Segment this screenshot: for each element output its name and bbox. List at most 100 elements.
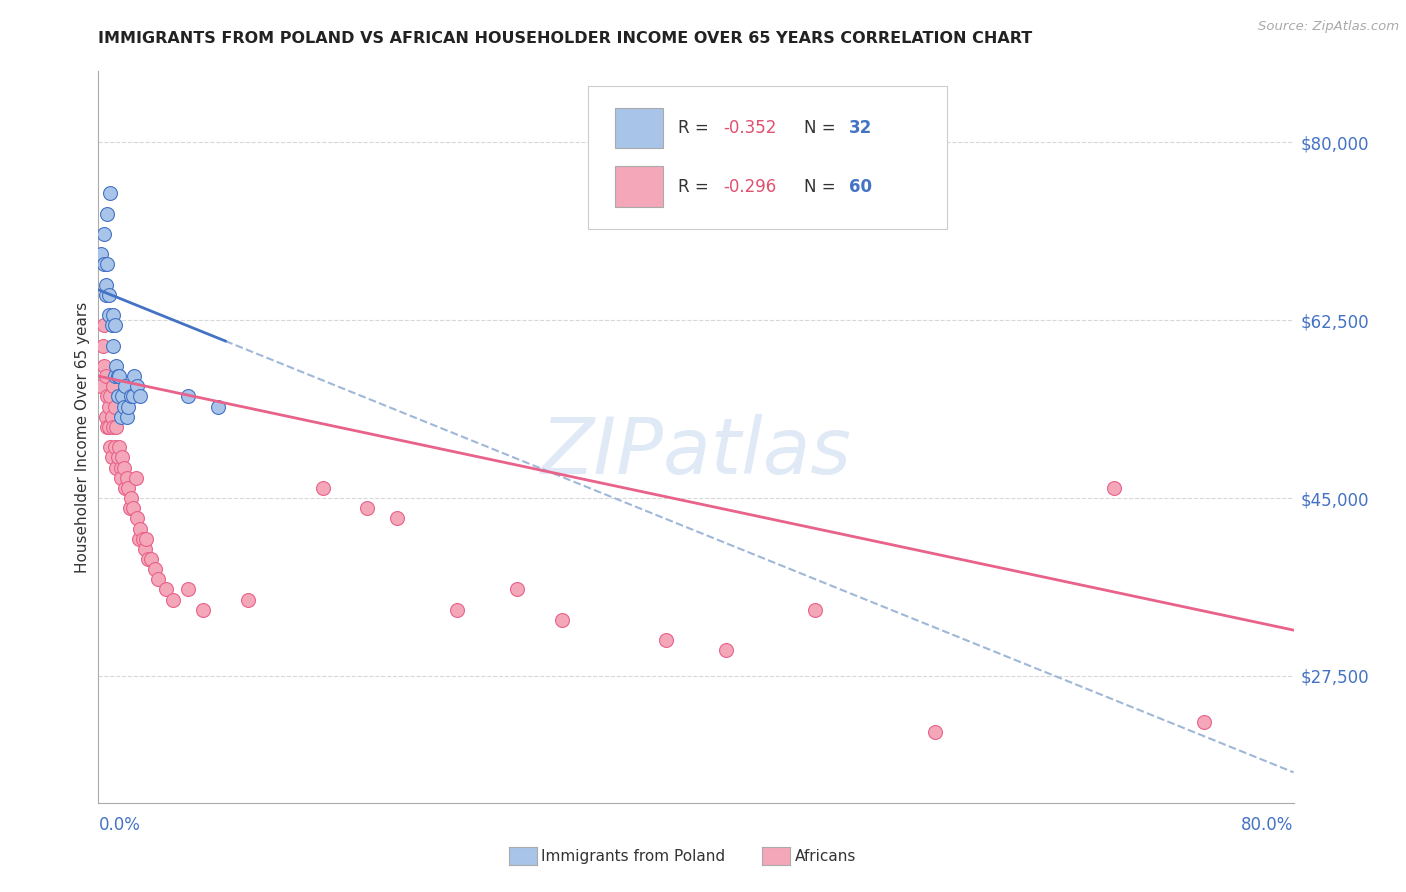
Point bbox=[90, 247, 112, 261]
Point bbox=[105, 420, 128, 434]
Point bbox=[103, 308, 125, 322]
Point bbox=[924, 724, 946, 739]
Point bbox=[129, 521, 152, 535]
Point bbox=[110, 471, 132, 485]
Text: 80.0%: 80.0% bbox=[1241, 816, 1294, 834]
Point bbox=[1192, 714, 1215, 729]
Point bbox=[134, 541, 156, 556]
Point bbox=[94, 288, 117, 302]
Point bbox=[446, 603, 468, 617]
Point bbox=[100, 440, 122, 454]
Text: Immigrants from Poland: Immigrants from Poland bbox=[541, 849, 725, 863]
Text: Source: ZipAtlas.com: Source: ZipAtlas.com bbox=[1258, 20, 1399, 33]
Point bbox=[1104, 481, 1126, 495]
Point bbox=[207, 400, 229, 414]
Text: N =: N = bbox=[804, 178, 841, 196]
Point bbox=[115, 471, 138, 485]
Point bbox=[107, 369, 129, 384]
Point bbox=[94, 369, 117, 384]
Point bbox=[107, 389, 129, 403]
Point bbox=[110, 460, 132, 475]
Point bbox=[115, 409, 138, 424]
Point bbox=[104, 400, 127, 414]
Point bbox=[104, 440, 127, 454]
Point bbox=[127, 379, 149, 393]
Point bbox=[118, 501, 141, 516]
FancyBboxPatch shape bbox=[588, 86, 948, 228]
Point bbox=[112, 460, 135, 475]
Point bbox=[120, 389, 142, 403]
Point bbox=[105, 460, 128, 475]
Point bbox=[101, 450, 124, 465]
Text: N =: N = bbox=[804, 120, 841, 137]
Point bbox=[103, 338, 125, 352]
Point bbox=[136, 552, 159, 566]
Point bbox=[162, 592, 184, 607]
Point bbox=[311, 481, 333, 495]
Point bbox=[104, 369, 127, 384]
Point bbox=[121, 389, 143, 403]
Point bbox=[100, 186, 122, 201]
Point bbox=[135, 532, 157, 546]
Point bbox=[97, 288, 120, 302]
Text: 32: 32 bbox=[849, 120, 872, 137]
Point bbox=[90, 379, 112, 393]
FancyBboxPatch shape bbox=[614, 167, 662, 207]
Point bbox=[177, 389, 200, 403]
Point bbox=[97, 420, 120, 434]
Point bbox=[506, 582, 529, 597]
Text: -0.296: -0.296 bbox=[724, 178, 776, 196]
Point bbox=[124, 369, 146, 384]
Point bbox=[107, 450, 129, 465]
Point bbox=[96, 420, 118, 434]
Point bbox=[97, 308, 120, 322]
Point bbox=[177, 582, 200, 597]
Point bbox=[111, 389, 134, 403]
Point bbox=[93, 257, 115, 271]
Point bbox=[94, 409, 117, 424]
Y-axis label: Householder Income Over 65 years: Householder Income Over 65 years bbox=[75, 301, 90, 573]
Point bbox=[96, 257, 118, 271]
Text: IMMIGRANTS FROM POLAND VS AFRICAN HOUSEHOLDER INCOME OVER 65 YEARS CORRELATION C: IMMIGRANTS FROM POLAND VS AFRICAN HOUSEH… bbox=[98, 31, 1032, 46]
Point bbox=[148, 572, 170, 586]
Point bbox=[93, 227, 115, 241]
Point bbox=[714, 643, 737, 657]
Point bbox=[127, 511, 149, 525]
Point bbox=[128, 532, 150, 546]
Point bbox=[112, 400, 135, 414]
Point bbox=[104, 318, 127, 333]
Point bbox=[117, 400, 139, 414]
Point bbox=[93, 318, 115, 333]
Text: 0.0%: 0.0% bbox=[98, 816, 141, 834]
Point bbox=[100, 389, 122, 403]
Point bbox=[93, 359, 115, 373]
Point bbox=[101, 409, 124, 424]
Point bbox=[191, 603, 214, 617]
Point bbox=[236, 592, 259, 607]
Point bbox=[132, 532, 155, 546]
Point bbox=[91, 338, 114, 352]
Point bbox=[96, 206, 118, 220]
Point bbox=[143, 562, 166, 576]
Text: 60: 60 bbox=[849, 178, 872, 196]
Text: ZIPatlas: ZIPatlas bbox=[540, 414, 852, 490]
Point bbox=[125, 471, 148, 485]
Point bbox=[120, 491, 142, 505]
Point bbox=[155, 582, 177, 597]
Point bbox=[96, 389, 118, 403]
Point bbox=[108, 369, 131, 384]
Text: R =: R = bbox=[678, 178, 714, 196]
Point bbox=[114, 379, 136, 393]
Point bbox=[114, 481, 136, 495]
Point bbox=[139, 552, 162, 566]
Point bbox=[121, 501, 143, 516]
Point bbox=[550, 613, 572, 627]
Point bbox=[108, 440, 131, 454]
Point bbox=[385, 511, 409, 525]
Point bbox=[101, 318, 124, 333]
Point bbox=[111, 450, 134, 465]
Text: R =: R = bbox=[678, 120, 714, 137]
Point bbox=[110, 409, 132, 424]
Point bbox=[655, 633, 678, 648]
Point bbox=[129, 389, 152, 403]
